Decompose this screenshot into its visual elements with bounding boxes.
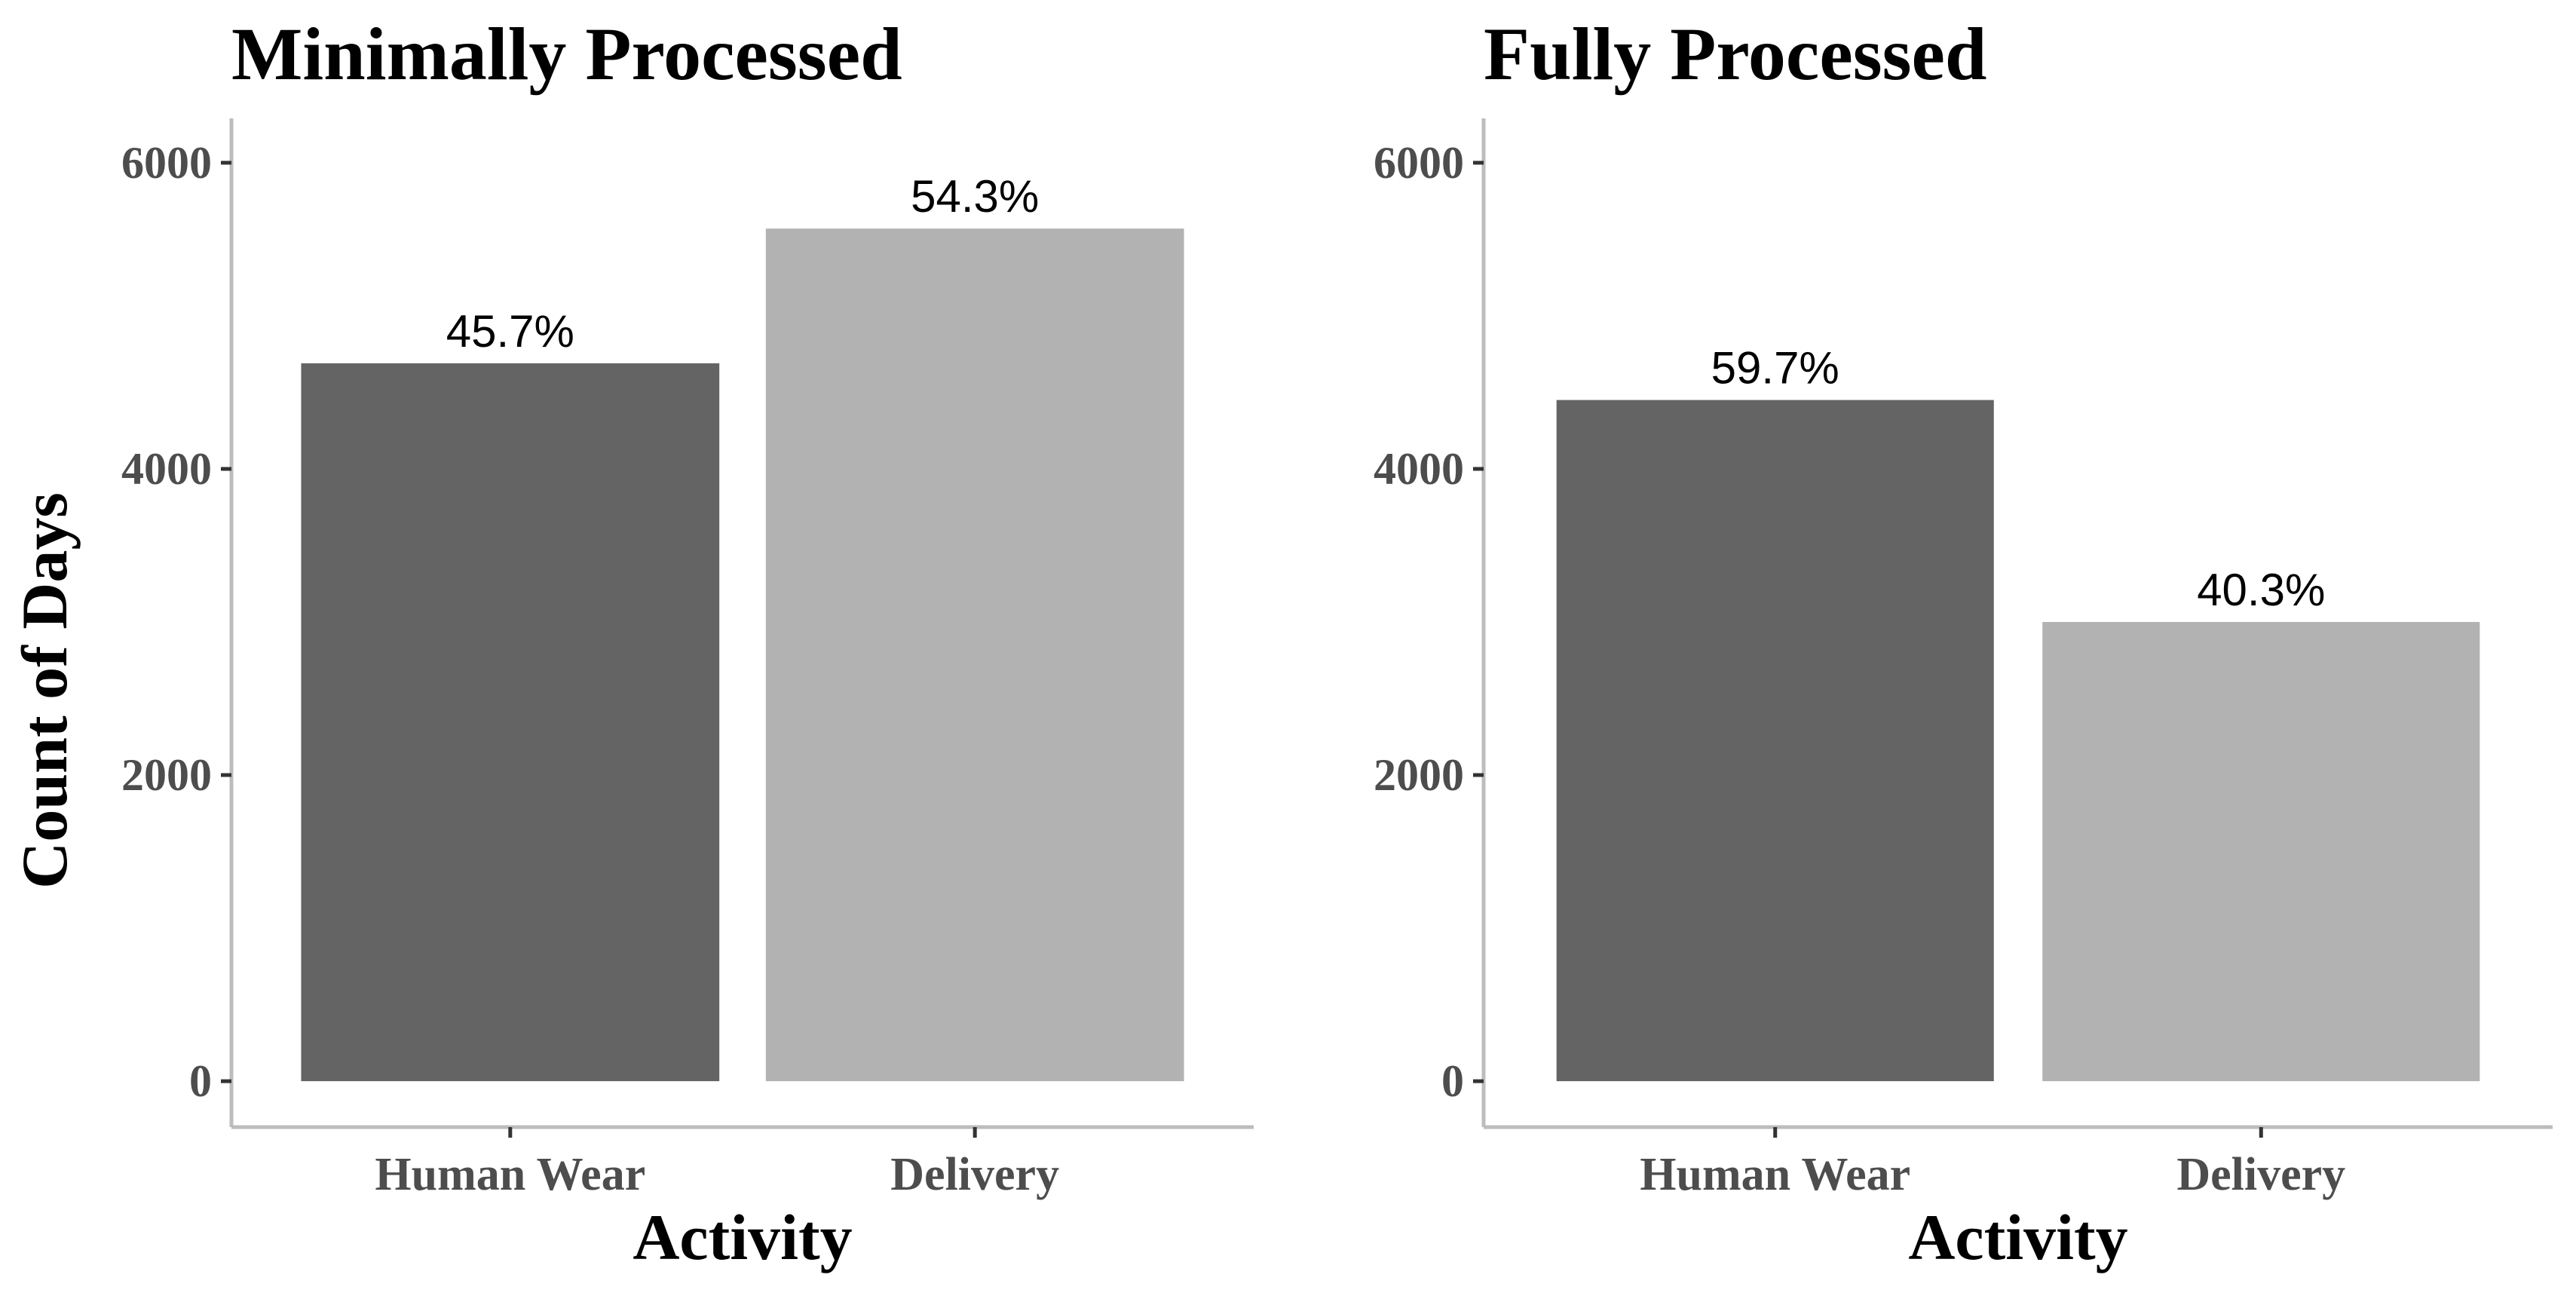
x-tick-label: Delivery bbox=[890, 1149, 1059, 1200]
chart-title: Fully Processed bbox=[1484, 12, 1987, 96]
value-label: 54.3% bbox=[911, 171, 1039, 222]
x-axis-label: Activity bbox=[1908, 1201, 2127, 1273]
y-tick-label: 4000 bbox=[121, 444, 212, 494]
y-tick-label: 6000 bbox=[121, 138, 212, 188]
y-tick-label: 0 bbox=[1441, 1056, 1464, 1106]
value-label: 59.7% bbox=[1711, 343, 1839, 394]
y-tick-label: 2000 bbox=[121, 750, 212, 800]
value-label: 45.7% bbox=[446, 306, 574, 357]
x-tick-label: Human Wear bbox=[375, 1149, 645, 1200]
bar bbox=[765, 228, 1184, 1082]
x-tick-label: Delivery bbox=[2176, 1149, 2345, 1200]
y-tick-label: 0 bbox=[189, 1056, 212, 1106]
bar bbox=[2042, 621, 2480, 1082]
x-axis-label: Activity bbox=[633, 1201, 852, 1273]
y-axis-label: Count of Days bbox=[8, 492, 81, 889]
chart-title: Minimally Processed bbox=[231, 12, 902, 96]
bar bbox=[1556, 400, 1994, 1082]
bar bbox=[301, 363, 720, 1082]
x-tick-label: Human Wear bbox=[1640, 1149, 1910, 1200]
value-label: 40.3% bbox=[2197, 565, 2325, 615]
y-tick-label: 4000 bbox=[1374, 444, 1464, 494]
y-tick-label: 6000 bbox=[1374, 138, 1464, 188]
y-tick-label: 2000 bbox=[1374, 750, 1464, 800]
